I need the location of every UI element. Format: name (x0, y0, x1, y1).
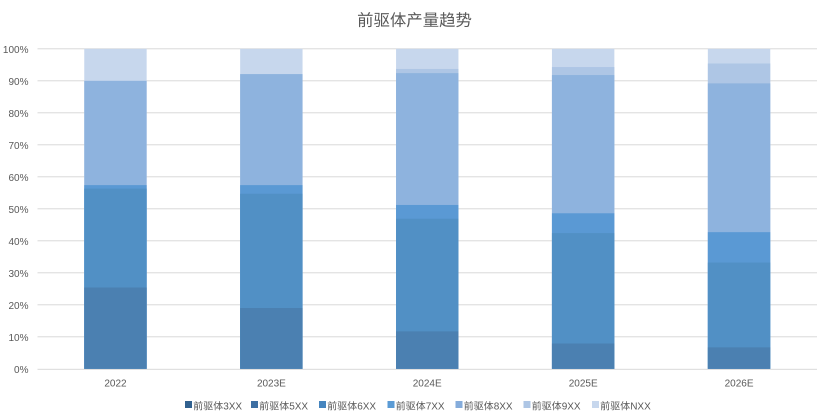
svg-text:2023E: 2023E (257, 378, 286, 389)
svg-text:50%: 50% (8, 205, 28, 216)
svg-text:100%: 100% (3, 45, 29, 56)
svg-text:NXX: NXX (630, 402, 651, 413)
svg-text:3XX: 3XX (223, 402, 242, 413)
svg-text:2025E: 2025E (569, 378, 598, 389)
svg-text:90%: 90% (8, 77, 28, 88)
svg-text:5XX: 5XX (289, 402, 308, 413)
svg-text:7XX: 7XX (426, 402, 445, 413)
svg-text:10%: 10% (8, 333, 28, 344)
svg-text:2024E: 2024E (413, 378, 442, 389)
svg-text:30%: 30% (8, 269, 28, 280)
svg-text:70%: 70% (8, 141, 28, 152)
svg-text:9XX: 9XX (562, 402, 581, 413)
svg-text:2022: 2022 (104, 378, 127, 389)
svg-text:60%: 60% (8, 173, 28, 184)
svg-text:8XX: 8XX (494, 402, 513, 413)
svg-text:2026E: 2026E (725, 378, 754, 389)
svg-text:80%: 80% (8, 109, 28, 120)
svg-text:40%: 40% (8, 237, 28, 248)
svg-text:0%: 0% (14, 365, 29, 376)
svg-text:6XX: 6XX (357, 402, 376, 413)
svg-text:20%: 20% (8, 301, 28, 312)
